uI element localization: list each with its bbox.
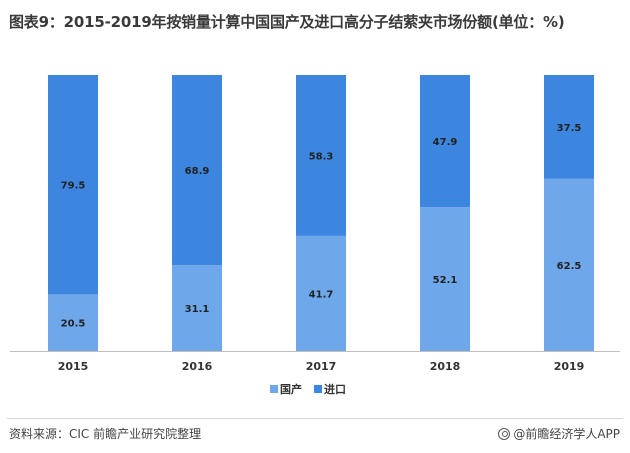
bar-import-2018 [420, 75, 470, 208]
stacked-bar-chart: 20.5 79.5 31.1 68.9 41.7 58.3 52.1 47.9 62.5 37.5… [10, 75, 620, 396]
data-label-domestic-2019: 62.5 [557, 261, 582, 272]
bar-import-2019 [544, 75, 594, 179]
bar-import-2017 [296, 75, 346, 236]
source-note: 资料来源：CIC 前瞻产业研究院整理 [9, 427, 202, 441]
data-label-domestic-2016: 31.1 [185, 304, 210, 315]
bar-import-2015 [48, 75, 98, 295]
bar-domestic-2019 [544, 178, 594, 351]
bar-domestic-2018 [420, 207, 470, 351]
data-label-import-2018: 47.9 [433, 137, 458, 148]
legend-label-import: 进口 [324, 382, 346, 396]
data-label-domestic-2017: 41.7 [309, 289, 334, 300]
x-tick-label-2017: 2017 [306, 360, 337, 373]
bar-domestic-2017 [296, 235, 346, 351]
brand-text: @前瞻经济学人APP [513, 427, 620, 441]
brand-logo-icon [498, 427, 511, 440]
data-label-import-2019: 37.5 [557, 123, 582, 134]
x-tick-labels: 2015 2016 2017 2018 2019 [58, 360, 585, 373]
legend-swatch-import [314, 385, 322, 393]
data-label-domestic-2018: 52.1 [433, 275, 458, 286]
legend-swatch-domestic [270, 385, 278, 393]
data-label-import-2015: 79.5 [61, 181, 86, 192]
brand-credit: @前瞻经济学人APP [498, 425, 620, 442]
legend: 国产 进口 [270, 382, 346, 396]
footer-divider [7, 418, 623, 419]
legend-label-domestic: 国产 [280, 382, 302, 396]
x-tick-label-2018: 2018 [430, 360, 461, 373]
x-tick-label-2015: 2015 [58, 360, 89, 373]
x-tick-label-2016: 2016 [182, 360, 213, 373]
bar-domestic-2015 [48, 294, 98, 351]
bar-import-2016 [172, 75, 222, 266]
data-label-domestic-2015: 20.5 [61, 319, 86, 330]
bar-domestic-2016 [172, 265, 222, 351]
data-label-import-2017: 58.3 [309, 151, 334, 162]
chart-title: 图表9：2015-2019年按销量计算中国国产及进口高分子结萦夹市场份额(单位：… [9, 13, 565, 31]
data-label-import-2016: 68.9 [185, 166, 210, 177]
bars-group: 20.5 79.5 31.1 68.9 41.7 58.3 52.1 47.9 62.5 37.5 [48, 75, 594, 351]
x-tick-label-2019: 2019 [554, 360, 585, 373]
